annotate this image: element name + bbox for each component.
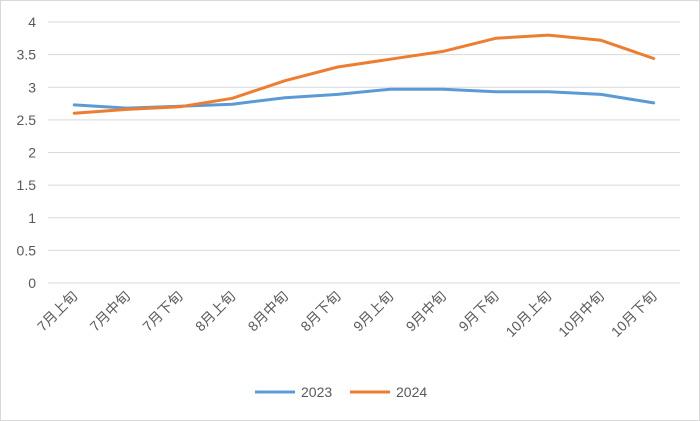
y-tick-label: 2.5	[17, 112, 37, 128]
series-lines	[72, 33, 656, 115]
y-tick-label: 2	[28, 145, 36, 161]
y-tick-label: 4	[28, 14, 36, 30]
x-tick-label: 10月中旬	[555, 288, 607, 340]
y-tick-label: 1.5	[17, 177, 37, 193]
gridlines	[48, 21, 680, 284]
series-line-2024	[72, 33, 656, 115]
legend-label-2024: 2024	[396, 384, 427, 400]
x-tick-label: 8月中旬	[245, 288, 292, 335]
x-axis-tick-labels: 7月上旬 7月中旬 7月下旬 8月上旬 8月中旬 8月下旬 9月上旬 9月中旬 9月下旬 10月上…	[34, 288, 660, 340]
x-tick-label: 7月中旬	[87, 288, 134, 335]
series-line-2023	[72, 87, 656, 110]
y-tick-label: 0.5	[17, 242, 37, 258]
y-tick-label: 3	[28, 79, 36, 95]
x-tick-label: 9月中旬	[403, 288, 450, 335]
x-tick-label: 9月上旬	[350, 288, 397, 335]
x-tick-label: 8月上旬	[192, 288, 239, 335]
x-tick-label: 7月上旬	[34, 288, 81, 335]
x-tick-label: 8月下旬	[297, 288, 344, 335]
y-tick-label: 1	[28, 210, 36, 226]
legend-label-2023: 2023	[301, 384, 332, 400]
x-tick-label: 9月下旬	[455, 288, 502, 335]
legend: 2023 2024	[255, 384, 427, 400]
y-axis-tick-labels: 0 0.5 1 1.5 2 2.5 3 3.5 4	[17, 14, 37, 291]
y-tick-label: 0	[28, 275, 36, 291]
y-tick-label: 3.5	[17, 47, 37, 63]
x-tick-label: 10月下旬	[608, 288, 660, 340]
x-tick-label: 10月上旬	[502, 288, 554, 340]
x-tick-label: 7月下旬	[139, 288, 186, 335]
